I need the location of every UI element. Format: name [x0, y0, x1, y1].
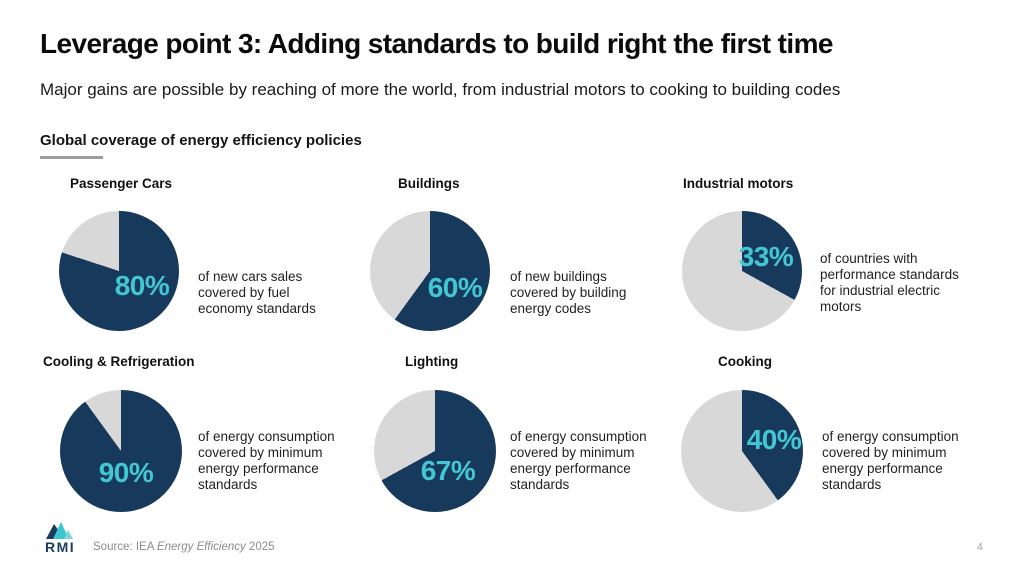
pie-percentage-label: 60% — [427, 272, 483, 303]
rmi-logo-text: RMI — [45, 539, 76, 555]
pie-chart-buildings — [370, 211, 490, 331]
source-title-italic: Energy Efficiency — [156, 541, 246, 553]
page-subtitle: Major gains are possible by reaching of … — [40, 80, 841, 99]
chart-title: Passenger Cars — [70, 176, 173, 191]
source-prefix: Source: IEA — [93, 541, 157, 553]
pie-chart-cooling-refrigeration — [60, 390, 182, 512]
pie-percentage-label: 80% — [114, 270, 170, 301]
pie-description: of energy consumption covered by minimum… — [510, 429, 647, 492]
pie-description: of energy consumption covered by minimum… — [198, 429, 335, 492]
source-citation: Source: IEA Energy Efficiency 2025 — [93, 541, 275, 553]
pie-percentage-label: 40% — [746, 424, 802, 455]
chart-title: Buildings — [398, 176, 460, 191]
mountain-logo-icon — [45, 521, 85, 539]
pie-chart-passenger-cars — [59, 211, 179, 331]
section-heading: Global coverage of energy efficiency pol… — [40, 132, 362, 149]
chart-title: Industrial motors — [683, 176, 794, 191]
chart-title: Cooking — [718, 354, 772, 369]
page-title: Leverage point 3: Adding standards to bu… — [40, 28, 833, 59]
pie-description: of new cars sales covered by fuel econom… — [198, 269, 316, 316]
pie-percentage-label: 90% — [98, 457, 154, 488]
pie-percentage-label: 33% — [738, 241, 794, 272]
chart-title: Cooling & Refrigeration — [43, 354, 195, 369]
pie-chart-lighting — [374, 390, 496, 512]
source-suffix: 2025 — [245, 541, 275, 553]
pie-description: of new buildings covered by building ene… — [510, 269, 627, 316]
pie-description: of countries with performance standards … — [820, 251, 959, 314]
chart-title: Lighting — [405, 354, 459, 369]
pie-description: of energy consumption covered by minimum… — [822, 429, 959, 492]
page-number: 4 — [977, 541, 983, 553]
pie-chart-industrial-motors — [682, 211, 802, 331]
pie-percentage-label: 67% — [420, 455, 476, 486]
rmi-logo: RMI — [45, 521, 85, 555]
heading-underline — [40, 156, 103, 159]
pie-chart-cooking — [681, 390, 803, 512]
